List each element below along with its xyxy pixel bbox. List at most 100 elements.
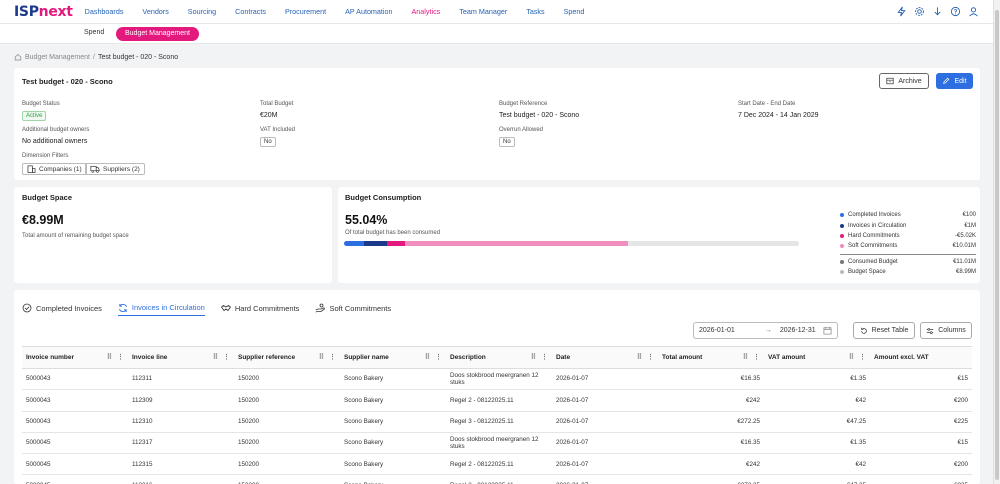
reference-value: Test budget - 020 - Scono xyxy=(499,112,580,119)
nav-item-team-manager[interactable]: Team Manager xyxy=(459,7,508,16)
drag-handle-icon[interactable]: ⠿ xyxy=(530,354,536,361)
column-header-vat-amount[interactable]: VAT amount ⠿ ⋮ xyxy=(764,346,870,369)
table-row[interactable]: 5000043 112309 150200 Scono Bakery Regel 2 -… xyxy=(22,390,972,412)
column-header-supplier-reference[interactable]: Supplier reference ⠿ ⋮ xyxy=(234,346,340,369)
column-menu-icon[interactable]: ⋮ xyxy=(859,354,866,361)
nav-item-analytics[interactable]: Analytics xyxy=(411,7,441,16)
help-icon[interactable] xyxy=(950,6,961,17)
table-cell: 112316 xyxy=(128,475,234,484)
bolt-icon[interactable] xyxy=(896,6,907,17)
legend-row: Completed Invoices €100 xyxy=(840,210,976,220)
tab-invoices-in-circulation[interactable]: Invoices in Circulation xyxy=(117,300,205,316)
columns-button[interactable]: Columns xyxy=(920,322,972,339)
column-menu-icon[interactable]: ⋮ xyxy=(647,354,654,361)
table-cell: 2026-01-07 xyxy=(556,375,589,383)
table-cell: €225 xyxy=(953,417,968,425)
archive-button[interactable]: Archive xyxy=(879,73,929,89)
tab-completed-invoices[interactable]: Completed Invoices xyxy=(22,300,102,316)
column-menu-icon[interactable]: ⋮ xyxy=(435,354,442,361)
breadcrumb-root[interactable]: Budget Management xyxy=(25,53,90,61)
download-icon[interactable] xyxy=(932,6,943,17)
progress-segment-hard-commitments xyxy=(387,241,406,246)
consumption-desc: Of total budget has been consumed xyxy=(345,230,441,236)
drag-handle-icon[interactable]: ⠿ xyxy=(636,354,642,361)
column-header-total-amount[interactable]: Total amount ⠿ ⋮ xyxy=(658,346,764,369)
drag-handle-icon[interactable]: ⠿ xyxy=(424,354,430,361)
table-cell: Scono Bakery xyxy=(344,396,384,404)
date-from[interactable]: 2026-01-01 xyxy=(699,327,735,334)
column-header-label: Supplier name xyxy=(344,354,389,361)
drag-handle-icon[interactable]: ⠿ xyxy=(212,354,218,361)
tab-hard-commitments[interactable]: Hard Commitments xyxy=(220,300,299,316)
vat-label: VAT Included xyxy=(260,127,296,133)
nav-item-sourcing[interactable]: Sourcing xyxy=(187,7,217,16)
dates-value: 7 Dec 2024 - 14 Jan 2029 xyxy=(738,112,819,119)
table-cell: Scono Bakery xyxy=(344,460,384,468)
edit-label: Edit xyxy=(954,77,967,85)
column-header-supplier-name[interactable]: Supplier name ⠿ ⋮ xyxy=(340,346,446,369)
user-icon[interactable] xyxy=(968,6,979,17)
gear-icon[interactable] xyxy=(914,6,925,17)
budget-consumption-card: Budget Consumption 55.04% Of total budge… xyxy=(338,187,980,283)
column-menu-icon[interactable]: ⋮ xyxy=(117,354,124,361)
table-row[interactable]: 5000045 112317 150200 Scono Bakery Doos stok… xyxy=(22,432,972,454)
table-cell: 112317 xyxy=(132,439,153,447)
nav-item-ap-automation[interactable]: AP Automation xyxy=(345,7,393,16)
suppliers-filter-chip[interactable]: Suppliers (2) xyxy=(85,163,145,175)
reset-table-button[interactable]: Reset Table xyxy=(853,322,915,339)
column-menu-icon[interactable]: ⋮ xyxy=(329,354,336,361)
column-menu-icon[interactable]: ⋮ xyxy=(541,354,548,361)
companies-filter-chip[interactable]: Companies (1) xyxy=(22,163,87,175)
table-row[interactable]: 5000043 112310 150200 Scono Bakery Regel 3 -… xyxy=(22,411,972,433)
column-header-label: VAT amount xyxy=(768,354,806,361)
reset-icon xyxy=(860,327,867,334)
nav-item-tasks[interactable]: Tasks xyxy=(526,7,545,16)
table-cell: 5000043 xyxy=(26,375,51,383)
legend-value: €1M xyxy=(964,222,976,229)
table-cell: 112309 xyxy=(132,396,153,404)
page-scrollbar[interactable] xyxy=(993,0,1000,484)
column-header-description[interactable]: Description ⠿ ⋮ xyxy=(446,346,552,369)
column-header-amount-excl-vat[interactable]: Amount excl. VAT xyxy=(870,346,972,369)
drag-handle-icon[interactable]: ⠿ xyxy=(318,354,324,361)
column-header-invoice-line[interactable]: Invoice line ⠿ ⋮ xyxy=(128,346,234,369)
drag-handle-icon[interactable]: ⠿ xyxy=(742,354,748,361)
table-cell: 5000043 xyxy=(26,417,51,425)
column-header-date[interactable]: Date ⠿ ⋮ xyxy=(552,346,658,369)
calendar-icon[interactable] xyxy=(823,326,832,335)
drag-handle-icon[interactable]: ⠿ xyxy=(848,354,854,361)
nav-item-vendors[interactable]: Vendors xyxy=(142,7,169,16)
subnav-budget-management[interactable]: Budget Management xyxy=(116,27,199,41)
column-header-label: Supplier reference xyxy=(238,354,296,361)
budget-space-title: Budget Space xyxy=(22,193,73,202)
date-range-picker[interactable]: 2026-01-01 → 2026-12-31 xyxy=(693,322,838,339)
table-row[interactable]: 5000043 112311 150200 Scono Bakery Doos stok… xyxy=(22,369,972,390)
date-to[interactable]: 2026-12-31 xyxy=(779,327,816,334)
status-badge: Active xyxy=(22,111,47,121)
nav-item-dashboards[interactable]: Dashboards xyxy=(84,7,124,16)
column-header-label: Invoice line xyxy=(132,354,168,361)
drag-handle-icon[interactable]: ⠿ xyxy=(106,354,112,361)
consumption-percent: 55.04% xyxy=(345,213,388,227)
column-menu-icon[interactable]: ⋮ xyxy=(223,354,230,361)
logo[interactable]: ISPnext xyxy=(14,3,73,20)
subnav-spend[interactable]: Spend xyxy=(84,29,105,36)
nav-item-contracts[interactable]: Contracts xyxy=(235,7,266,16)
scrollbar-thumb[interactable] xyxy=(995,10,999,480)
column-menu-icon[interactable]: ⋮ xyxy=(753,354,760,361)
nav-item-spend[interactable]: Spend xyxy=(563,7,585,16)
table-cell: 112310 xyxy=(132,417,153,425)
column-header-invoice-number[interactable]: Invoice number ⠿ ⋮ xyxy=(22,346,128,369)
column-header-label: Amount excl. VAT xyxy=(874,354,929,361)
edit-button[interactable]: Edit xyxy=(936,73,973,89)
table-cell: €200 xyxy=(953,460,968,468)
table-row[interactable]: 5000045 112315 150200 Scono Bakery Regel 2 -… xyxy=(22,454,972,475)
tab-soft-commitments[interactable]: Soft Commitments xyxy=(315,300,391,316)
nav-item-procurement[interactable]: Procurement xyxy=(284,7,327,16)
legend-value: €11.01M xyxy=(953,258,976,265)
budget-details-card: Test budget - 020 - Scono Archive Edit B… xyxy=(14,68,980,180)
table-cell: €16.35 xyxy=(740,439,760,447)
table-cell: €242 xyxy=(745,460,760,468)
total-budget-label: Total Budget xyxy=(260,101,294,107)
